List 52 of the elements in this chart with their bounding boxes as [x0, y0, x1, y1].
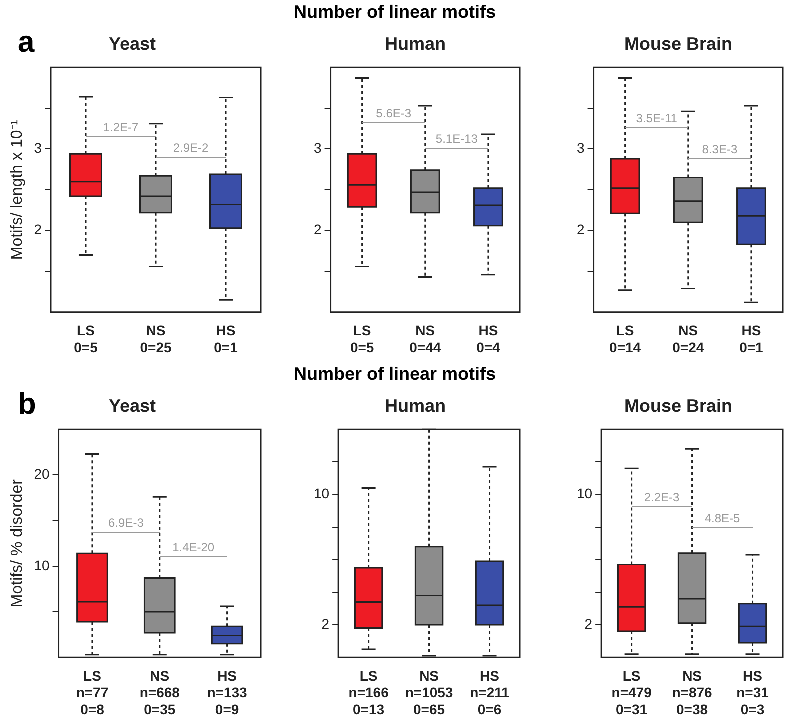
y-tick-label: 2: [576, 222, 585, 238]
y-tick-label: 3: [34, 140, 42, 156]
x-tick-label: NS 0=25: [140, 322, 172, 356]
y-tick-label: 10: [314, 486, 330, 502]
x-tick-label: HS 0=4: [476, 322, 501, 356]
y-tick-label: 20: [34, 466, 50, 482]
x-tick-label: LS n=166 0=13: [348, 668, 390, 718]
chart-title: Human: [384, 34, 446, 54]
y-tick-label: 10: [34, 557, 50, 574]
annotation: 2.2E-3: [644, 490, 680, 504]
annotation: 8.3E-3: [702, 142, 738, 156]
x-tick-label: HS 0=1: [214, 322, 238, 356]
x-tick-label: NS 0=44: [410, 322, 442, 356]
y-tick-label: 2: [34, 222, 42, 238]
text: a: [18, 26, 35, 60]
x-tick-label: HS n=31 0=3: [736, 668, 770, 718]
y-tick-label: 10: [576, 486, 593, 502]
annotation: 6.9E-3: [108, 516, 144, 530]
annotation: 3.5E-11: [636, 111, 678, 126]
y-tick-label: 3: [314, 140, 322, 156]
text: Number of linear motifs: [292, 2, 498, 23]
y-tick-label: 3: [576, 140, 585, 156]
x-tick-label: HS 0=1: [740, 322, 764, 356]
text: Number of linear motifs: [292, 364, 498, 385]
x-tick-label: LS 0=14: [610, 322, 642, 356]
x-tick-label: HS n=211 0=6: [470, 668, 510, 718]
x-tick-label: LS 0=5: [350, 322, 374, 356]
x-tick-label: LS 0=5: [74, 322, 98, 356]
annotation: 1.4E-20: [172, 540, 215, 555]
y-tick-label: 2: [322, 616, 330, 632]
annotation: 1.2E-7: [103, 120, 139, 134]
chart-title: Mouse Brain: [624, 34, 733, 54]
text: b: [18, 388, 36, 422]
annotation: 2.9E-2: [173, 140, 209, 155]
chart-title: Mouse Brain: [624, 396, 733, 416]
y-axis-title: Motifs/ % disorder: [9, 478, 26, 608]
chart-title: Yeast: [108, 396, 156, 416]
x-tick-label: NS n=876 0=38: [672, 668, 713, 718]
annotation: 5.6E-3: [376, 106, 412, 121]
y-tick-label: 2: [314, 222, 322, 238]
y-axis-title: Motifs/ length x 10⁻¹: [9, 120, 26, 260]
annotation: 5.1E-13: [436, 132, 478, 146]
x-tick-label: NS 0=24: [672, 322, 704, 356]
x-tick-label: NS n=1053 0=65: [405, 668, 454, 718]
chart-title: Human: [384, 396, 446, 416]
chart-title: Yeast: [108, 34, 156, 54]
x-tick-label: LS n=77 0=8: [76, 668, 109, 718]
y-tick-label: 2: [584, 616, 593, 632]
annotation: 4.8E-5: [704, 512, 741, 526]
x-tick-label: NS n=668 0=35: [140, 668, 180, 718]
x-tick-label: LS n=479 0=31: [612, 668, 652, 718]
x-tick-label: HS n=133 0=9: [207, 668, 248, 718]
